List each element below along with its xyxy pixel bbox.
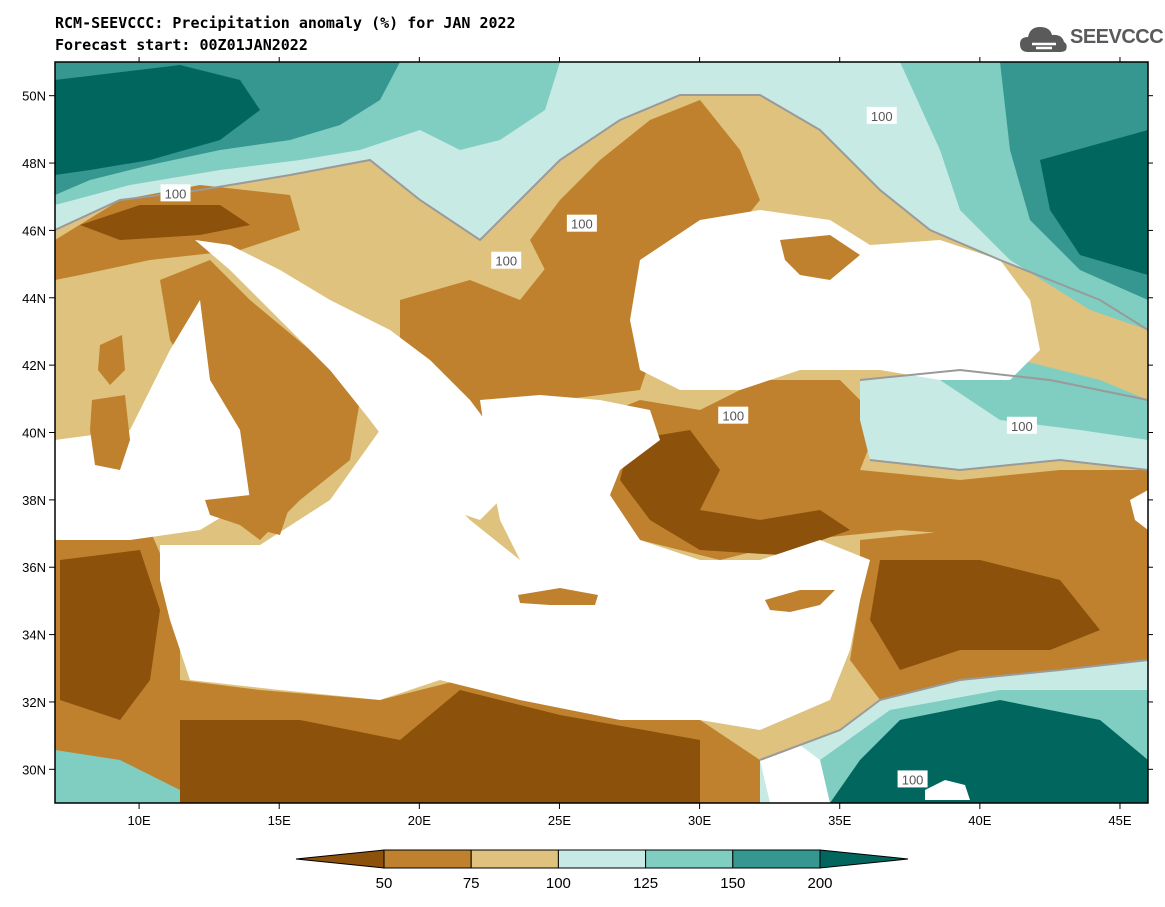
colorbar-segment (470, 849, 559, 869)
contour-label-bg (1006, 416, 1037, 434)
colorbar-label: 100 (546, 875, 571, 892)
map-subtitle: Forecast start: 00Z01JAN2022 (55, 36, 308, 54)
x-tick-label: 10E (128, 813, 151, 828)
colorbar-segment (557, 849, 647, 869)
dry-region-italy (160, 260, 360, 540)
contour-label-bg (160, 184, 191, 202)
y-tick-label: 38N (22, 493, 46, 508)
contour-label: 100 (871, 109, 893, 124)
y-tick-label: 40N (22, 426, 46, 441)
contour-label: 100 (495, 254, 517, 269)
x-axis: 10E 15E 20E 25E 30E 35E 40E 45E (128, 57, 1132, 828)
very-dry-alps (80, 205, 250, 240)
red-sea-north (760, 745, 830, 803)
caspian-edge (1130, 490, 1148, 530)
x-tick-label: 35E (828, 813, 851, 828)
contour-labels: 100 100 100 100 100 100 100 (160, 106, 1037, 788)
logo-text: SEEVCCC (1070, 26, 1164, 48)
map-field (55, 62, 1148, 803)
contour-label-bg (566, 214, 597, 232)
mediterranean-sea (195, 240, 520, 520)
very-dry-libya (180, 690, 700, 803)
aegean-sea (480, 395, 660, 560)
cloud-icon (1020, 27, 1067, 52)
colorbar-legend: 50 75 100 125 150 200 (295, 849, 909, 892)
x-tick-label: 25E (548, 813, 571, 828)
crimea (780, 235, 860, 280)
y-tick-label: 48N (22, 156, 46, 171)
wet-region-sahara-west (55, 750, 180, 803)
y-tick-label: 30N (22, 762, 46, 777)
y-tick-label: 46N (22, 223, 46, 238)
y-axis: 50N 48N 46N 44N 42N 40N 38N 36N 34N 32N 30N (22, 89, 1153, 777)
mediterranean-sea-central (160, 430, 870, 730)
black-sea (630, 210, 1040, 390)
colorbar-arrow-left (295, 849, 385, 869)
y-tick-label: 44N (22, 291, 46, 306)
y-tick-label: 32N (22, 695, 46, 710)
x-tick-label: 15E (268, 813, 291, 828)
very-dry-north-africa (60, 550, 160, 720)
colorbar-label: 150 (720, 875, 745, 892)
contour-label: 100 (571, 217, 593, 232)
y-tick-label: 50N (22, 89, 46, 104)
contour-label-bg (866, 106, 897, 124)
colorbar-segment (383, 849, 472, 869)
colorbar-label: 200 (807, 875, 832, 892)
colorbar-label: 75 (463, 875, 480, 892)
y-tick-label: 42N (22, 358, 46, 373)
dead-sea (925, 780, 970, 800)
very-dry-turkey (620, 430, 850, 555)
contour-label: 100 (902, 772, 924, 787)
mediterranean-sea-main (55, 300, 250, 540)
wet-region-northeast-3 (1040, 130, 1148, 275)
crete (518, 588, 598, 605)
contour-lines-100 (55, 94, 1148, 761)
contour-label-bg (491, 251, 522, 269)
contour-label: 100 (1011, 419, 1033, 434)
sicily (205, 495, 290, 535)
map-title: RCM-SEEVCCC: Precipitation anomaly (%) f… (55, 14, 516, 32)
seevccc-logo: SEEVCCC (1018, 22, 1164, 56)
colorbar-segment (732, 849, 821, 869)
cyprus (765, 590, 835, 612)
contour-label-bg (897, 770, 928, 788)
contour-label: 100 (722, 409, 744, 424)
colorbar-label: 50 (376, 875, 393, 892)
x-tick-label: 40E (968, 813, 991, 828)
wet-region-north-4 (55, 65, 260, 175)
contour-label: 100 (165, 186, 187, 201)
colorbar-segment (645, 849, 734, 869)
colorbar-label: 125 (633, 875, 658, 892)
x-tick-label: 30E (688, 813, 711, 828)
x-tick-label: 45E (1108, 813, 1131, 828)
contour-label-bg (718, 406, 749, 424)
sardinia (90, 395, 130, 470)
y-tick-label: 36N (22, 560, 46, 575)
very-dry-levant (870, 560, 1100, 670)
y-tick-label: 34N (22, 628, 46, 643)
corsica (98, 335, 125, 385)
colorbar-arrow-right (819, 849, 909, 869)
x-tick-label: 20E (408, 813, 431, 828)
